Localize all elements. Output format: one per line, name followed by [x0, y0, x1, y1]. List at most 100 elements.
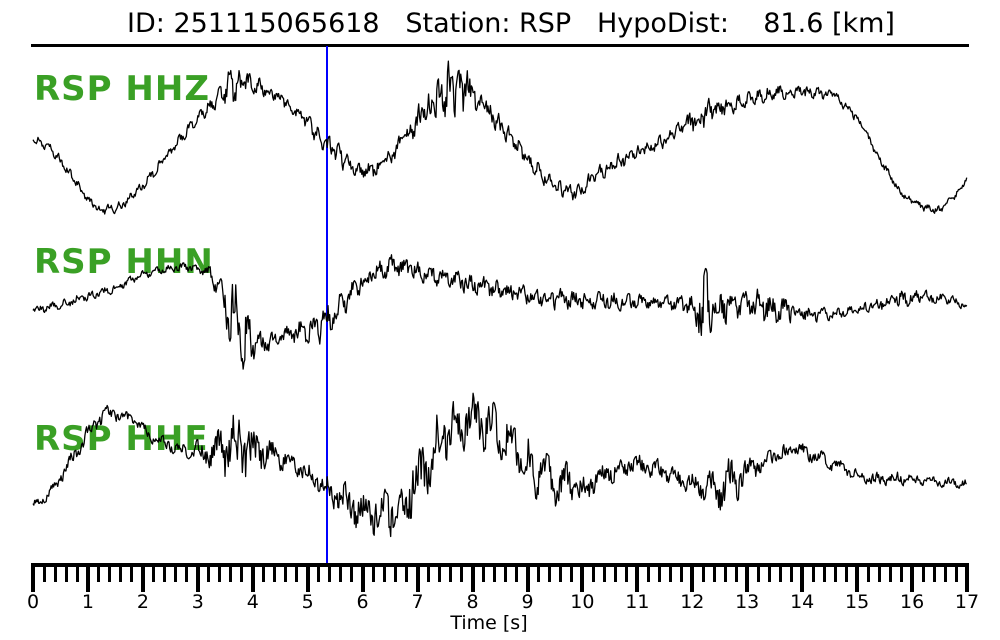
- x-minor-tick: [449, 567, 453, 582]
- x-minor-tick: [515, 567, 518, 582]
- x-minor-tick: [460, 567, 463, 582]
- x-major-tick: [855, 567, 860, 592]
- x-minor-tick: [482, 567, 485, 582]
- x-minor-tick: [789, 567, 793, 582]
- x-minor-tick: [547, 567, 551, 582]
- x-minor-tick: [537, 567, 540, 582]
- x-tick-label: 2: [136, 591, 149, 613]
- x-tick-label: 14: [790, 591, 815, 613]
- x-tick-label: 1: [81, 591, 94, 613]
- x-minor-tick: [130, 567, 134, 582]
- x-minor-tick: [207, 567, 211, 582]
- x-major-tick: [910, 567, 915, 592]
- x-tick-label: 4: [246, 591, 259, 613]
- x-minor-tick: [822, 567, 826, 582]
- x-minor-tick: [756, 567, 760, 582]
- x-minor-tick: [493, 567, 496, 582]
- trace-path-hhz: [32, 60, 968, 215]
- x-major-tick: [580, 567, 585, 592]
- x-minor-tick: [844, 567, 848, 582]
- x-minor-tick: [394, 567, 398, 582]
- x-major-tick: [800, 567, 805, 592]
- x-minor-tick: [383, 567, 387, 582]
- x-tick-label: 8: [466, 591, 479, 613]
- x-tick-label: 13: [735, 591, 760, 613]
- x-major-tick: [965, 567, 969, 592]
- x-major-tick: [470, 567, 475, 592]
- x-minor-tick: [328, 567, 332, 582]
- x-major-tick: [360, 567, 365, 592]
- x-minor-tick: [372, 567, 376, 582]
- x-minor-tick: [339, 567, 343, 582]
- x-minor-tick: [723, 567, 727, 582]
- x-axis-label: Time [s]: [450, 612, 528, 634]
- x-minor-tick: [152, 567, 156, 582]
- x-minor-tick: [64, 567, 68, 582]
- x-minor-tick: [284, 567, 288, 582]
- x-major-tick: [195, 567, 200, 592]
- x-major-tick: [415, 567, 420, 592]
- x-tick-label: 9: [521, 591, 534, 613]
- x-minor-tick: [943, 567, 947, 582]
- x-minor-tick: [767, 567, 771, 582]
- x-minor-tick: [712, 567, 716, 582]
- x-minor-tick: [657, 567, 661, 582]
- x-minor-tick: [602, 567, 606, 582]
- x-minor-tick: [899, 567, 903, 582]
- x-tick-label: 16: [900, 591, 925, 613]
- x-tick-label: 3: [191, 591, 204, 613]
- x-minor-tick: [295, 567, 299, 582]
- x-minor-tick: [811, 567, 815, 582]
- x-minor-tick: [504, 567, 507, 582]
- x-tick-label: 7: [411, 591, 424, 613]
- x-tick-label: 6: [356, 591, 369, 613]
- x-tick-label: 17: [954, 591, 980, 613]
- x-tick-label: 12: [680, 591, 705, 613]
- x-minor-tick: [350, 567, 354, 582]
- x-minor-tick: [591, 567, 595, 582]
- x-major-tick: [305, 567, 310, 592]
- x-minor-tick: [778, 567, 782, 582]
- x-minor-tick: [954, 567, 958, 582]
- x-minor-tick: [53, 567, 57, 582]
- x-minor-tick: [240, 567, 244, 582]
- figure-title: ID: 251115065618 Station: RSP HypoDist: …: [127, 8, 895, 39]
- x-minor-tick: [569, 567, 573, 582]
- x-minor-tick: [273, 567, 277, 582]
- x-minor-tick: [932, 567, 936, 582]
- x-minor-tick: [734, 567, 738, 582]
- x-minor-tick: [888, 567, 892, 582]
- x-minor-tick: [119, 567, 123, 582]
- x-minor-tick: [317, 567, 321, 582]
- x-major-tick: [85, 567, 90, 592]
- x-minor-tick: [108, 567, 112, 582]
- x-minor-tick: [701, 567, 705, 582]
- x-axis-spine: [31, 563, 969, 567]
- x-minor-tick: [405, 567, 409, 582]
- x-minor-tick: [42, 567, 46, 582]
- x-minor-tick: [218, 567, 222, 582]
- x-minor-tick: [262, 567, 266, 582]
- x-minor-tick: [877, 567, 881, 582]
- x-minor-tick: [646, 567, 650, 582]
- trace-path-hhn: [32, 254, 968, 370]
- x-tick-label: 10: [570, 591, 595, 613]
- x-minor-tick: [558, 567, 562, 582]
- x-minor-tick: [624, 567, 628, 582]
- x-major-tick: [635, 567, 640, 592]
- x-minor-tick: [438, 567, 442, 582]
- x-minor-tick: [174, 567, 178, 582]
- trace-path-hhe: [32, 392, 967, 538]
- x-minor-tick: [668, 567, 672, 582]
- x-minor-tick: [229, 567, 233, 582]
- pick-time-line: [325, 46, 328, 565]
- x-minor-tick: [921, 567, 925, 582]
- x-tick-label: 0: [26, 591, 40, 613]
- x-minor-tick: [163, 567, 167, 582]
- x-major-tick: [250, 567, 255, 592]
- x-tick-label: 15: [845, 591, 870, 613]
- x-minor-tick: [679, 567, 683, 582]
- x-minor-tick: [185, 567, 189, 582]
